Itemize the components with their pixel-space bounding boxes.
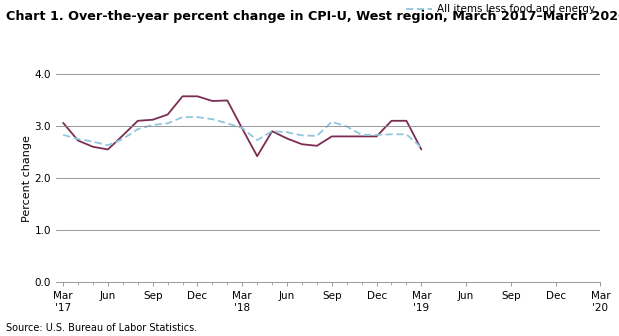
All items — [358, 134, 365, 138]
All items less food and energy — [269, 129, 276, 133]
Legend: All items, All items less food and energy: All items, All items less food and energ… — [406, 0, 595, 14]
All items — [373, 134, 380, 138]
All items — [104, 148, 111, 152]
All items — [343, 134, 350, 138]
All items less food and energy — [343, 125, 350, 129]
All items less food and energy — [194, 115, 201, 119]
All items — [313, 144, 321, 148]
All items less food and energy — [298, 133, 306, 137]
All items — [269, 129, 276, 133]
All items — [164, 113, 171, 117]
All items less food and energy — [284, 130, 291, 134]
All items less food and energy — [403, 132, 410, 136]
All items less food and energy — [74, 137, 82, 141]
All items less food and energy — [134, 127, 142, 131]
All items less food and energy — [164, 121, 171, 125]
All items less food and energy — [149, 123, 157, 127]
Line: All items: All items — [63, 96, 422, 156]
Text: Source: U.S. Bureau of Labor Statistics.: Source: U.S. Bureau of Labor Statistics. — [6, 323, 197, 333]
All items — [194, 94, 201, 98]
All items less food and energy — [104, 143, 111, 147]
All items — [284, 136, 291, 140]
Y-axis label: Percent change: Percent change — [22, 135, 32, 221]
All items — [238, 127, 246, 131]
All items — [253, 154, 261, 158]
Text: Chart 1. Over-the-year percent change in CPI-U, West region, March 2017–March 20: Chart 1. Over-the-year percent change in… — [6, 10, 619, 23]
All items less food and energy — [373, 133, 380, 137]
All items — [403, 119, 410, 123]
All items less food and energy — [223, 121, 231, 125]
All items less food and energy — [119, 137, 126, 141]
All items — [89, 145, 97, 149]
All items — [223, 98, 231, 102]
All items less food and energy — [418, 145, 425, 150]
All items — [179, 94, 186, 98]
All items less food and energy — [89, 140, 97, 144]
All items less food and energy — [59, 133, 67, 137]
All items less food and energy — [238, 126, 246, 130]
All items less food and energy — [328, 120, 335, 124]
All items — [59, 121, 67, 125]
All items less food and energy — [179, 115, 186, 119]
All items less food and energy — [358, 133, 365, 137]
All items — [149, 118, 157, 122]
All items — [387, 119, 395, 123]
All items — [328, 134, 335, 138]
All items — [134, 119, 142, 123]
All items — [298, 142, 306, 146]
All items less food and energy — [313, 134, 321, 138]
All items — [74, 138, 82, 142]
All items less food and energy — [253, 138, 261, 142]
All items — [418, 148, 425, 152]
All items — [119, 133, 126, 137]
All items less food and energy — [387, 132, 395, 136]
Line: All items less food and energy: All items less food and energy — [63, 117, 422, 148]
All items less food and energy — [209, 117, 216, 121]
All items — [209, 99, 216, 103]
